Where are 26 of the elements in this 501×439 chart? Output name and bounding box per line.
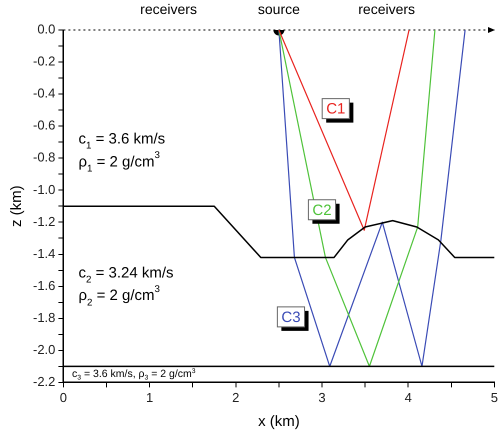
y-axis-title: z (km) <box>8 185 26 228</box>
x-tick-label: 1 <box>146 390 154 405</box>
y-tick-label: -2.0 <box>32 342 56 357</box>
x-tick-label: 2 <box>232 390 240 405</box>
y-tick-label: -1.0 <box>32 182 56 197</box>
x-tick-label: 4 <box>404 390 412 405</box>
x-tick-label: 5 <box>490 390 498 405</box>
series-label: C3 <box>281 308 301 326</box>
annotation: receivers <box>140 0 197 17</box>
x-tick-label: 3 <box>318 390 326 405</box>
series-label: C1 <box>326 100 346 118</box>
series-label: C2 <box>312 202 332 219</box>
y-tick-label: -2.2 <box>32 374 56 389</box>
y-tick-label: -1.6 <box>32 278 56 293</box>
y-tick-label: -1.4 <box>32 246 56 261</box>
y-tick-label: -1.2 <box>32 214 56 229</box>
y-tick-label: 0.0 <box>37 22 56 37</box>
x-axis-title: x (km) <box>258 413 300 430</box>
y-tick-label: -0.4 <box>32 86 56 101</box>
annotation: receivers <box>358 0 416 17</box>
y-tick-label: -0.2 <box>32 54 56 69</box>
y-tick-label: -0.6 <box>32 118 56 133</box>
y-tick-label: -1.8 <box>32 310 56 325</box>
x-tick-label: 0 <box>60 390 68 405</box>
y-tick-label: -0.8 <box>32 150 56 165</box>
annotation: source <box>258 0 300 17</box>
